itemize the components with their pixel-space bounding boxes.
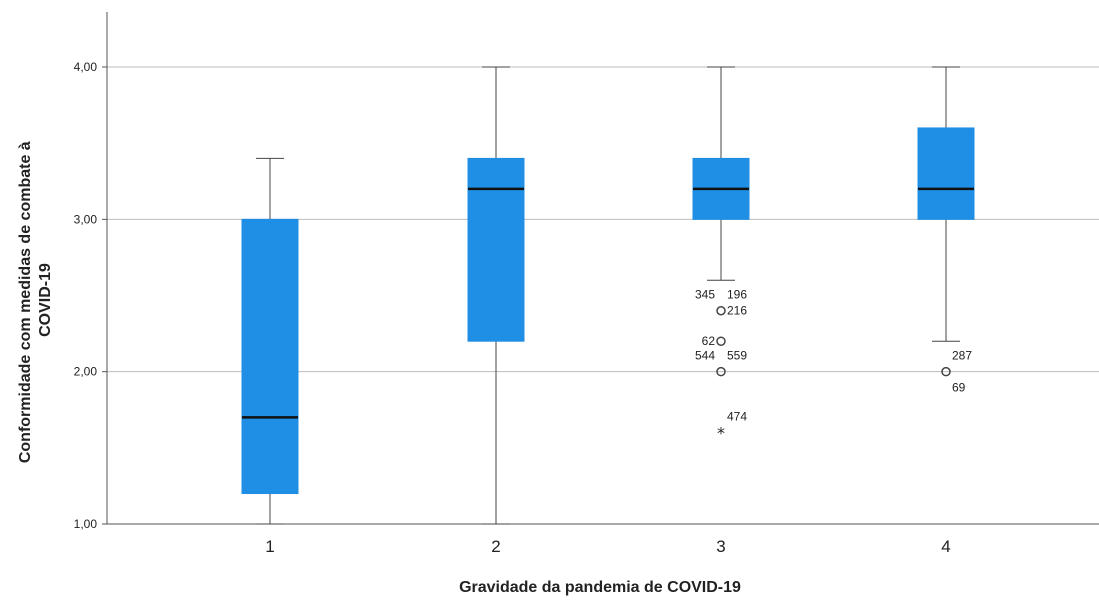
iqr-box: [241, 218, 299, 495]
iqr-box: [467, 157, 525, 342]
outlier-label: 544: [695, 349, 715, 363]
y-tick-label: 1,00: [74, 517, 98, 531]
outlier-label: 69: [952, 381, 966, 395]
box-3: [692, 66, 750, 281]
x-axis-ticks: 1 2 3 4: [265, 537, 950, 556]
outlier-3: *474: [717, 410, 747, 443]
y-axis-title-line-2: COVID-19: [37, 263, 54, 337]
x-tick-label: 3: [716, 537, 725, 556]
boxes: [241, 66, 975, 525]
y-tick-label: 3,00: [74, 212, 98, 226]
outlier-marker: [716, 366, 726, 377]
y-axis-title-line-1: Conformidade com medidas de combate à: [17, 141, 34, 463]
outlier-4: 287 69: [941, 349, 972, 395]
outlier-label: 62: [702, 334, 716, 348]
outlier-label: 196: [727, 288, 747, 302]
y-axis-title: Conformidade com medidas de combate à CO…: [17, 137, 54, 463]
x-tick-label: 1: [265, 537, 274, 556]
outlier-3: 345 196 216: [695, 288, 747, 318]
y-tick-label: 4,00: [74, 60, 98, 74]
box-4: [917, 66, 975, 342]
box-2: [467, 66, 525, 525]
outlier-marker: [716, 305, 726, 316]
y-tick-label: 2,00: [74, 365, 98, 379]
outlier-marker: [941, 366, 951, 377]
box-1: [241, 157, 299, 525]
x-tick-label: 4: [941, 537, 950, 556]
iqr-box: [917, 127, 975, 220]
extreme-outlier-marker: *: [717, 424, 725, 443]
outlier-3: 544 559: [695, 349, 747, 377]
outlier-label: 474: [727, 410, 747, 424]
outlier-label: 559: [727, 349, 747, 363]
outlier-marker: [716, 336, 726, 346]
y-axis-ticks: 1,00 2,00 3,00 4,00: [74, 60, 107, 531]
outlier-label: 216: [727, 304, 747, 318]
x-axis-title: Gravidade da pandemia de COVID-19: [459, 579, 741, 596]
outlier-label: 287: [952, 349, 972, 363]
x-tick-label: 2: [491, 537, 500, 556]
outlier-label: 345: [695, 288, 715, 302]
outlier-3: 62: [702, 334, 726, 348]
